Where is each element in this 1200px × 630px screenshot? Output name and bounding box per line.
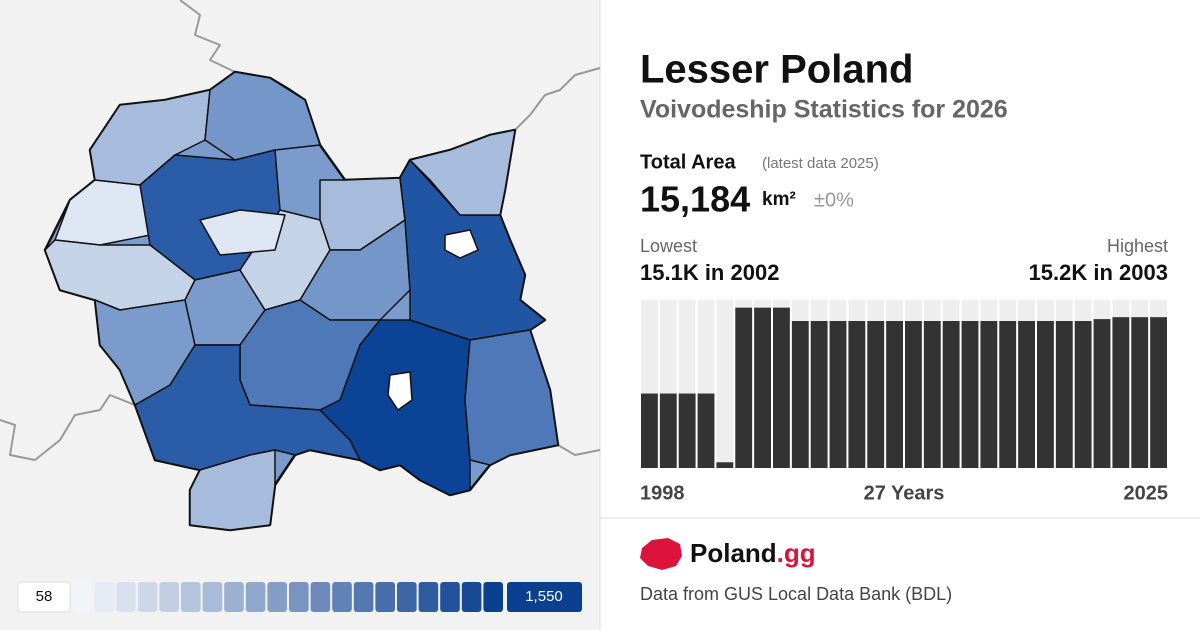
bar	[923, 321, 941, 468]
bar-background	[716, 300, 734, 468]
bar	[1074, 321, 1092, 468]
bar	[697, 393, 715, 468]
stat-label: Total Area	[640, 151, 736, 173]
legend-swatch	[202, 582, 223, 612]
city	[444, 229, 479, 259]
map-legend: 58 1,550	[17, 581, 582, 613]
legend-swatch	[310, 582, 331, 612]
bar	[886, 321, 903, 468]
bar	[1055, 321, 1073, 468]
county	[319, 319, 471, 496]
bar	[867, 321, 885, 468]
bar	[905, 321, 922, 468]
legend-swatch	[159, 582, 179, 612]
bar	[773, 307, 790, 468]
legend-swatch	[94, 582, 115, 612]
legend-min-box	[17, 581, 71, 613]
legend-swatch	[137, 582, 158, 612]
x-axis-label: 27 Years	[864, 482, 945, 504]
bar	[1150, 317, 1167, 468]
bar-chart: 1998 2025	[640, 300, 1168, 504]
bar	[735, 307, 753, 468]
bar	[754, 307, 771, 468]
bar	[716, 462, 734, 468]
legend-swatch	[73, 582, 93, 612]
bar	[1018, 321, 1035, 468]
lowest-value: 15.1K in 2002	[640, 260, 779, 285]
bar	[1131, 317, 1149, 468]
bar	[659, 393, 677, 468]
subtitle: Voivodeship Statistics for 2026	[640, 96, 1008, 124]
legend-swatch	[397, 582, 417, 612]
legend-swatch	[483, 582, 503, 612]
source: Data from GUS Local Data Bank (BDL)	[640, 584, 952, 604]
bar	[848, 321, 866, 468]
title: Lesser Poland	[640, 48, 913, 92]
legend-swatch	[267, 582, 287, 612]
legend-swatch	[418, 582, 439, 612]
legend-swatch	[461, 582, 482, 612]
legend-swatch	[353, 582, 374, 612]
county	[464, 329, 559, 466]
legend-swatch	[181, 582, 201, 612]
legend-swatch	[440, 582, 460, 612]
county	[199, 209, 286, 256]
bar	[641, 393, 658, 468]
legend-max-box	[507, 582, 582, 612]
stat-change: ±0%	[814, 189, 854, 211]
legend-swatch	[332, 582, 352, 612]
bar	[999, 321, 1017, 468]
x-tick-label: 1998	[640, 482, 685, 504]
county	[204, 71, 321, 161]
x-tick-label: 2025	[1124, 482, 1169, 504]
brand-name: Poland	[690, 538, 777, 568]
stat-value: 15,184	[640, 179, 750, 220]
stat-unit: km²	[762, 189, 796, 210]
bar	[961, 321, 979, 468]
legend-swatch	[245, 582, 266, 612]
bar	[980, 321, 998, 468]
bar	[678, 393, 696, 468]
bar	[791, 321, 809, 468]
legend-max: 1,550	[525, 588, 563, 605]
bar	[942, 321, 960, 468]
stat-note: (latest data 2025)	[762, 155, 879, 172]
legend-min: 58	[36, 588, 53, 605]
brand: Poland.gg	[690, 538, 816, 568]
legend-swatch	[289, 582, 309, 612]
county	[409, 129, 516, 216]
bar	[1037, 321, 1054, 468]
bar	[829, 321, 847, 468]
legend-swatch	[224, 582, 244, 612]
city	[387, 371, 413, 411]
neighbor-borders	[0, 0, 601, 461]
lowest-label: Lowest	[640, 236, 697, 256]
bar	[1093, 319, 1111, 468]
legend-swatch	[375, 582, 395, 612]
map	[0, 0, 601, 532]
brand-suffix: .gg	[777, 538, 816, 568]
logo-icon	[640, 538, 682, 570]
bar	[1112, 317, 1130, 468]
highest-label: Highest	[1107, 236, 1168, 256]
legend-swatch	[116, 582, 136, 612]
county	[189, 449, 276, 531]
bar	[810, 321, 828, 468]
highest-value: 15.2K in 2003	[1029, 260, 1168, 285]
